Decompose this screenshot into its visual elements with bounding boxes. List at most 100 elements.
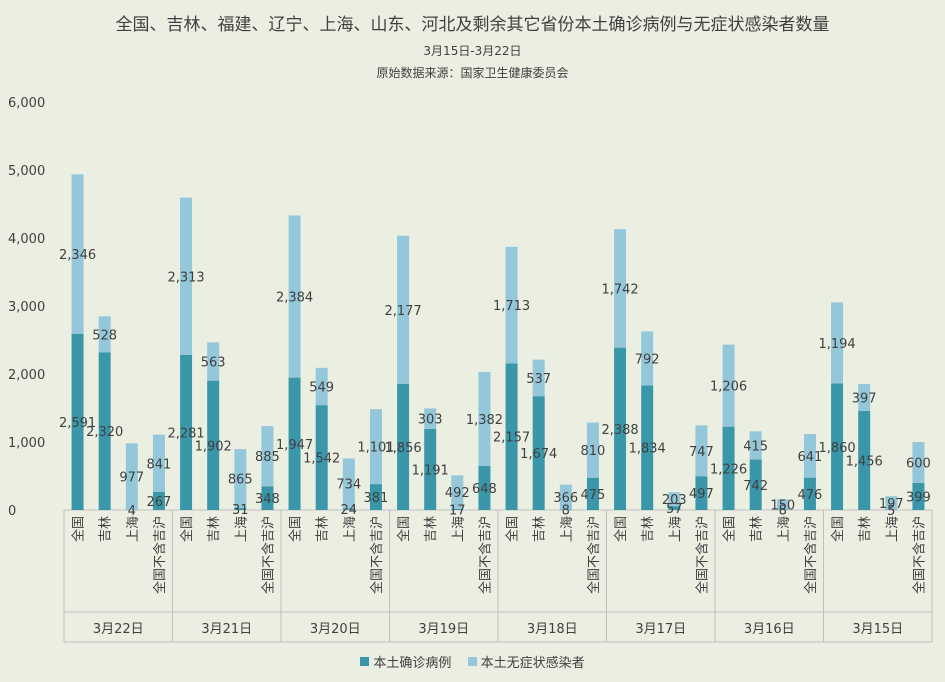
data-label-confirmed: 5 xyxy=(887,504,895,519)
bar-asymptomatic xyxy=(614,229,627,348)
legend-item-confirmed: 本土确诊病例 xyxy=(360,652,451,671)
region-label: 全国不含吉沪 xyxy=(152,516,168,594)
region-label: 吉林 xyxy=(641,516,656,542)
region-label: 全国不含吉沪 xyxy=(477,516,493,594)
bar-confirmed xyxy=(586,477,599,510)
data-label-asymptomatic: 415 xyxy=(743,439,768,454)
bar-confirmed xyxy=(315,405,328,510)
region-label: 全国 xyxy=(71,516,87,542)
data-label-asymptomatic: 197 xyxy=(879,497,904,512)
region-label: 全国不含吉沪 xyxy=(260,516,276,594)
data-label-asymptomatic: 1,742 xyxy=(601,282,638,297)
legend: 本土确诊病例 本土无症状感染者 xyxy=(0,652,945,671)
date-label: 3月21日 xyxy=(201,622,252,637)
data-label-asymptomatic: 1,206 xyxy=(710,380,747,395)
region-label: 吉林 xyxy=(533,516,548,542)
date-label: 3月20日 xyxy=(310,622,361,637)
bar-confirmed xyxy=(424,429,437,510)
data-label-confirmed: 1,456 xyxy=(846,454,883,469)
chart-subtitle: 3月15日-3月22日 xyxy=(423,44,522,58)
region-label: 吉林 xyxy=(858,516,873,542)
data-label-confirmed: 2,281 xyxy=(167,426,204,441)
data-label-asymptomatic: 1,382 xyxy=(466,413,503,428)
bar-confirmed xyxy=(831,383,844,510)
region-label: 全国 xyxy=(722,516,738,542)
data-label-confirmed: 1,226 xyxy=(710,462,747,477)
bar-asymptomatic xyxy=(424,408,437,430)
region-label: 全国不含吉沪 xyxy=(369,516,385,594)
bar-confirmed xyxy=(152,491,165,510)
bar-confirmed xyxy=(288,377,301,510)
date-label: 3月19日 xyxy=(418,622,469,637)
bar-asymptomatic xyxy=(505,246,518,364)
data-label-asymptomatic: 792 xyxy=(635,352,660,367)
region-label: 吉林 xyxy=(750,516,765,542)
bar-asymptomatic xyxy=(261,426,274,487)
y-tick-label: 6,000 xyxy=(8,96,45,111)
data-label-asymptomatic: 1,101 xyxy=(357,441,394,456)
y-tick-label: 1,000 xyxy=(8,436,45,451)
y-tick-label: 3,000 xyxy=(8,300,45,315)
region-label: 全国 xyxy=(288,516,304,542)
bar-confirmed xyxy=(261,486,274,510)
data-label-asymptomatic: 203 xyxy=(662,493,687,508)
y-tick-label: 0 xyxy=(8,504,16,519)
legend-label-asymptomatic: 本土无症状感染者 xyxy=(480,656,585,671)
bar-asymptomatic xyxy=(180,197,193,355)
legend-swatch-confirmed xyxy=(360,657,370,666)
bar-confirmed xyxy=(98,352,111,510)
data-label-confirmed: 497 xyxy=(689,487,714,502)
bar-asymptomatic xyxy=(315,367,328,406)
bar-confirmed xyxy=(397,383,410,510)
bar-asymptomatic xyxy=(234,449,247,508)
region-label: 全国不含吉沪 xyxy=(803,516,819,594)
bar-asymptomatic xyxy=(207,342,220,381)
bar-confirmed xyxy=(180,354,193,510)
bar-confirmed xyxy=(505,363,518,510)
bar-confirmed xyxy=(71,333,84,510)
data-label-asymptomatic: 885 xyxy=(255,450,280,465)
region-label: 上海 xyxy=(668,516,683,542)
chart-title: 全国、吉林、福建、辽宁、上海、山东、河北及剩余其它省份本土确诊病例与无症状感染者… xyxy=(115,15,830,35)
data-label-confirmed: 348 xyxy=(255,492,280,507)
bar-asymptomatic xyxy=(722,344,735,427)
bar-confirmed xyxy=(722,426,735,510)
bar-asymptomatic xyxy=(342,458,355,509)
data-label-confirmed: 31 xyxy=(232,503,249,518)
legend-swatch-asymptomatic xyxy=(467,657,477,666)
bar-confirmed xyxy=(342,508,355,510)
bar-asymptomatic xyxy=(532,359,545,397)
data-label-confirmed: 1,947 xyxy=(276,438,313,453)
data-label-confirmed: 1,674 xyxy=(520,447,557,462)
bar-asymptomatic xyxy=(288,215,301,378)
bar-confirmed xyxy=(776,509,789,510)
data-label-asymptomatic: 734 xyxy=(336,477,361,492)
bar-asymptomatic xyxy=(98,316,111,353)
data-label-asymptomatic: 865 xyxy=(228,472,253,487)
bar-confirmed xyxy=(532,396,545,510)
region-label: 吉林 xyxy=(316,516,331,542)
bar-asymptomatic xyxy=(586,422,599,478)
data-label-asymptomatic: 528 xyxy=(92,328,117,343)
data-label-confirmed: 1,902 xyxy=(195,439,232,454)
bar-confirmed xyxy=(803,477,816,510)
data-label-asymptomatic: 537 xyxy=(526,372,551,387)
data-label-confirmed: 2,157 xyxy=(493,431,530,446)
bar-asymptomatic xyxy=(912,442,925,483)
data-label-confirmed: 1,834 xyxy=(629,442,666,457)
region-label: 全国 xyxy=(396,516,412,542)
bar-asymptomatic xyxy=(152,434,165,492)
data-label-confirmed: 8 xyxy=(562,504,570,519)
bar-asymptomatic xyxy=(451,475,464,509)
date-label: 3月16日 xyxy=(744,622,795,637)
data-label-confirmed: 267 xyxy=(147,495,172,510)
region-label: 全国 xyxy=(830,516,846,542)
region-label: 上海 xyxy=(343,516,358,542)
data-label-confirmed: 57 xyxy=(666,502,683,517)
region-label: 吉林 xyxy=(424,516,439,542)
bar-asymptomatic xyxy=(749,431,762,460)
region-label: 吉林 xyxy=(207,516,222,542)
region-label: 上海 xyxy=(560,516,575,542)
data-label-confirmed: 2,591 xyxy=(59,416,96,431)
region-label: 上海 xyxy=(777,516,792,542)
